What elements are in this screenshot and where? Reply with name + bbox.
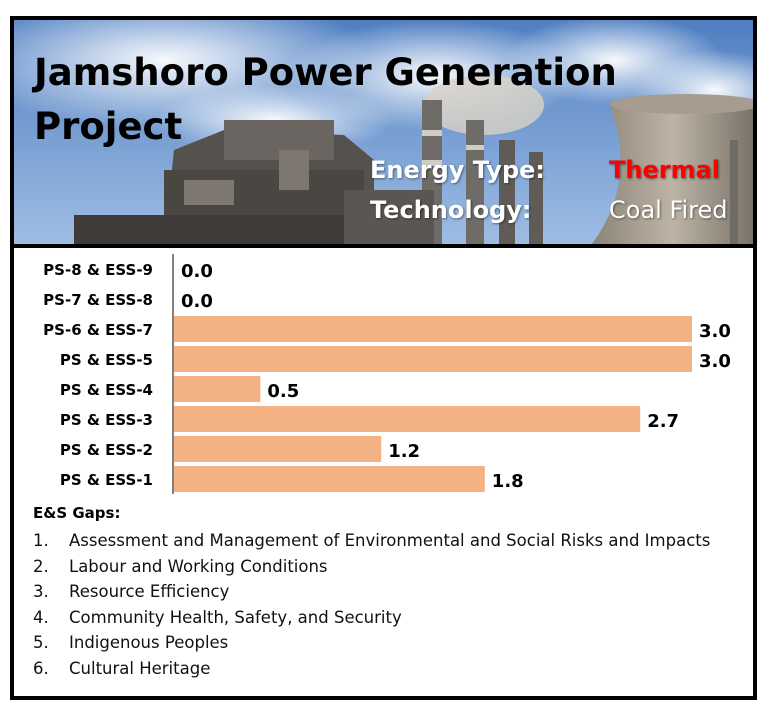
category-label: PS & ESS-5 — [60, 351, 153, 369]
value-label: 3.0 — [699, 321, 731, 342]
gap-item: 1. Assessment and Management of Environme… — [33, 528, 710, 554]
gap-item-number: 4. — [33, 607, 49, 627]
gap-item: 4. Community Health, Safety, and Security — [33, 605, 710, 631]
chart-svg: PS-8 & ESS-9 0.0 PS-7 & ESS-8 0.0 PS-6 & ESS… — [43, 254, 731, 494]
bar — [174, 436, 382, 462]
gaps-list: 1. Assessment and Management of Environme… — [33, 528, 710, 682]
title-line-2: Project — [34, 105, 183, 148]
bar — [174, 406, 641, 432]
category-label: PS & ESS-3 — [60, 411, 153, 429]
gap-item-text: Cultural Heritage — [69, 658, 211, 678]
gap-item-text: Assessment and Management of Environment… — [69, 531, 711, 550]
gap-item: 6. Cultural Heritage — [33, 656, 710, 682]
category-label: PS & ESS-4 — [60, 381, 153, 399]
technology-value: Coal Fired — [609, 196, 728, 224]
category-label: PS & ESS-1 — [60, 471, 153, 489]
header-banner: Jamshoro Power Generation Project Energy… — [14, 20, 753, 248]
bar — [174, 346, 692, 372]
energy-type-label: Energy Type: — [370, 156, 545, 184]
technology-label: Technology: — [370, 196, 532, 224]
gap-item-number: 6. — [33, 658, 49, 678]
page-title: Jamshoro Power Generation Project — [34, 46, 617, 154]
energy-type-value: Thermal — [609, 156, 720, 184]
gap-item-number: 2. — [33, 556, 49, 576]
gap-bar-chart: PS-8 & ESS-9 0.0 PS-7 & ESS-8 0.0 PS-6 & ESS… — [14, 248, 753, 498]
value-label: 3.0 — [699, 351, 731, 372]
gap-item: 5. Indigenous Peoples — [33, 630, 710, 656]
category-label: PS & ESS-2 — [60, 441, 153, 459]
gap-item-number: 1. — [33, 531, 49, 550]
gaps-title: E&S Gaps: — [33, 504, 121, 522]
bar — [174, 466, 485, 492]
gap-item-text: Community Health, Safety, and Security — [69, 607, 402, 627]
bar — [174, 316, 692, 342]
category-label: PS-7 & ESS-8 — [43, 291, 153, 309]
value-label: 1.8 — [492, 471, 524, 492]
gap-item: 3. Resource Efficiency — [33, 579, 710, 605]
gap-item-text: Indigenous Peoples — [69, 633, 229, 653]
bar — [174, 376, 261, 402]
value-label: 2.7 — [647, 411, 679, 432]
gap-item-text: Resource Efficiency — [69, 582, 230, 602]
value-label: 0.0 — [181, 261, 213, 282]
category-label: PS-8 & ESS-9 — [43, 261, 153, 279]
gap-item-number: 5. — [33, 633, 49, 653]
value-label: 1.2 — [388, 441, 420, 462]
value-label: 0.5 — [267, 381, 299, 402]
value-label: 0.0 — [181, 291, 213, 312]
title-line-1: Jamshoro Power Generation — [34, 51, 617, 94]
gap-item: 2. Labour and Working Conditions — [33, 554, 710, 580]
gap-item-text: Labour and Working Conditions — [69, 556, 328, 576]
category-label: PS-6 & ESS-7 — [43, 321, 153, 339]
gap-item-number: 3. — [33, 582, 49, 602]
power-plant-photo — [14, 20, 753, 244]
